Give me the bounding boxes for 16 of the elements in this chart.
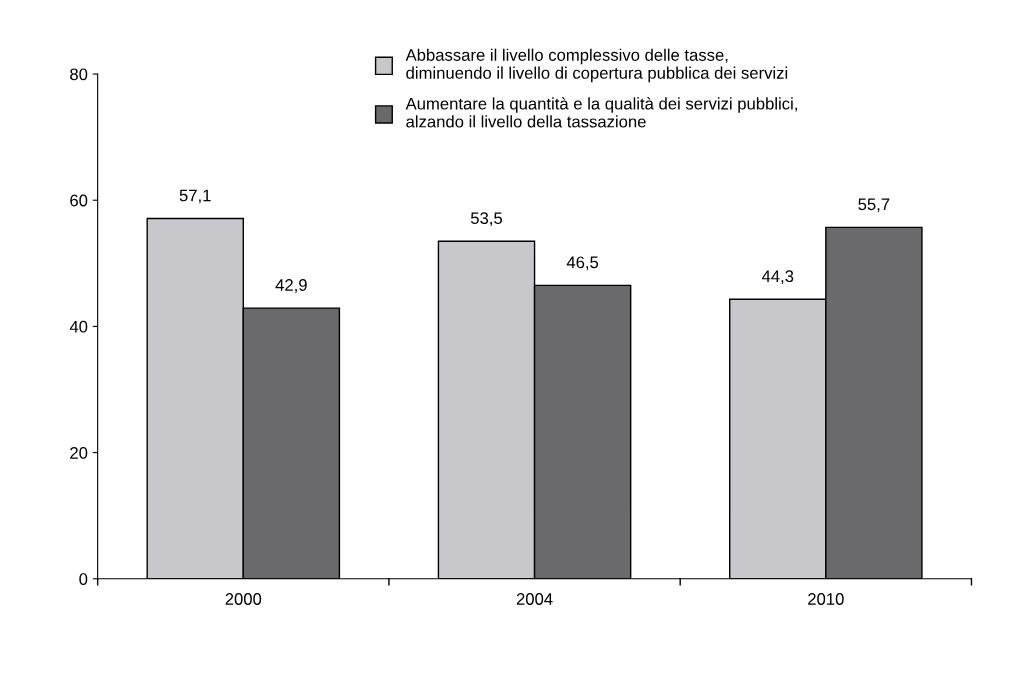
data-label: 57,1 [179, 189, 211, 204]
data-label: 55,7 [858, 198, 890, 213]
x-tick-label: 2000 [225, 593, 262, 605]
x-tick-label: 2010 [808, 593, 844, 605]
data-label: 42,9 [275, 279, 307, 293]
data-label: 46,5 [566, 256, 599, 271]
y-tick-label: 0 [79, 573, 88, 585]
data-label: 44,3 [761, 270, 794, 285]
legend-label: Abbassare il livello complessivo delle tasse, diminuendo il livello di copertura pubblica dei servizi [405, 48, 788, 83]
y-tick-label: 40 [69, 320, 88, 333]
y-tick-label: 20 [70, 446, 88, 459]
y-tick-label: 80 [70, 68, 88, 81]
data-label: 53,5 [470, 212, 503, 227]
legend-label: Aumentare la quantità e la qualità dei servizi pubblici, alzando il livello della tassazione [405, 97, 797, 128]
y-tick-label: 60 [70, 194, 88, 207]
x-tick-label: 2004 [516, 593, 553, 605]
